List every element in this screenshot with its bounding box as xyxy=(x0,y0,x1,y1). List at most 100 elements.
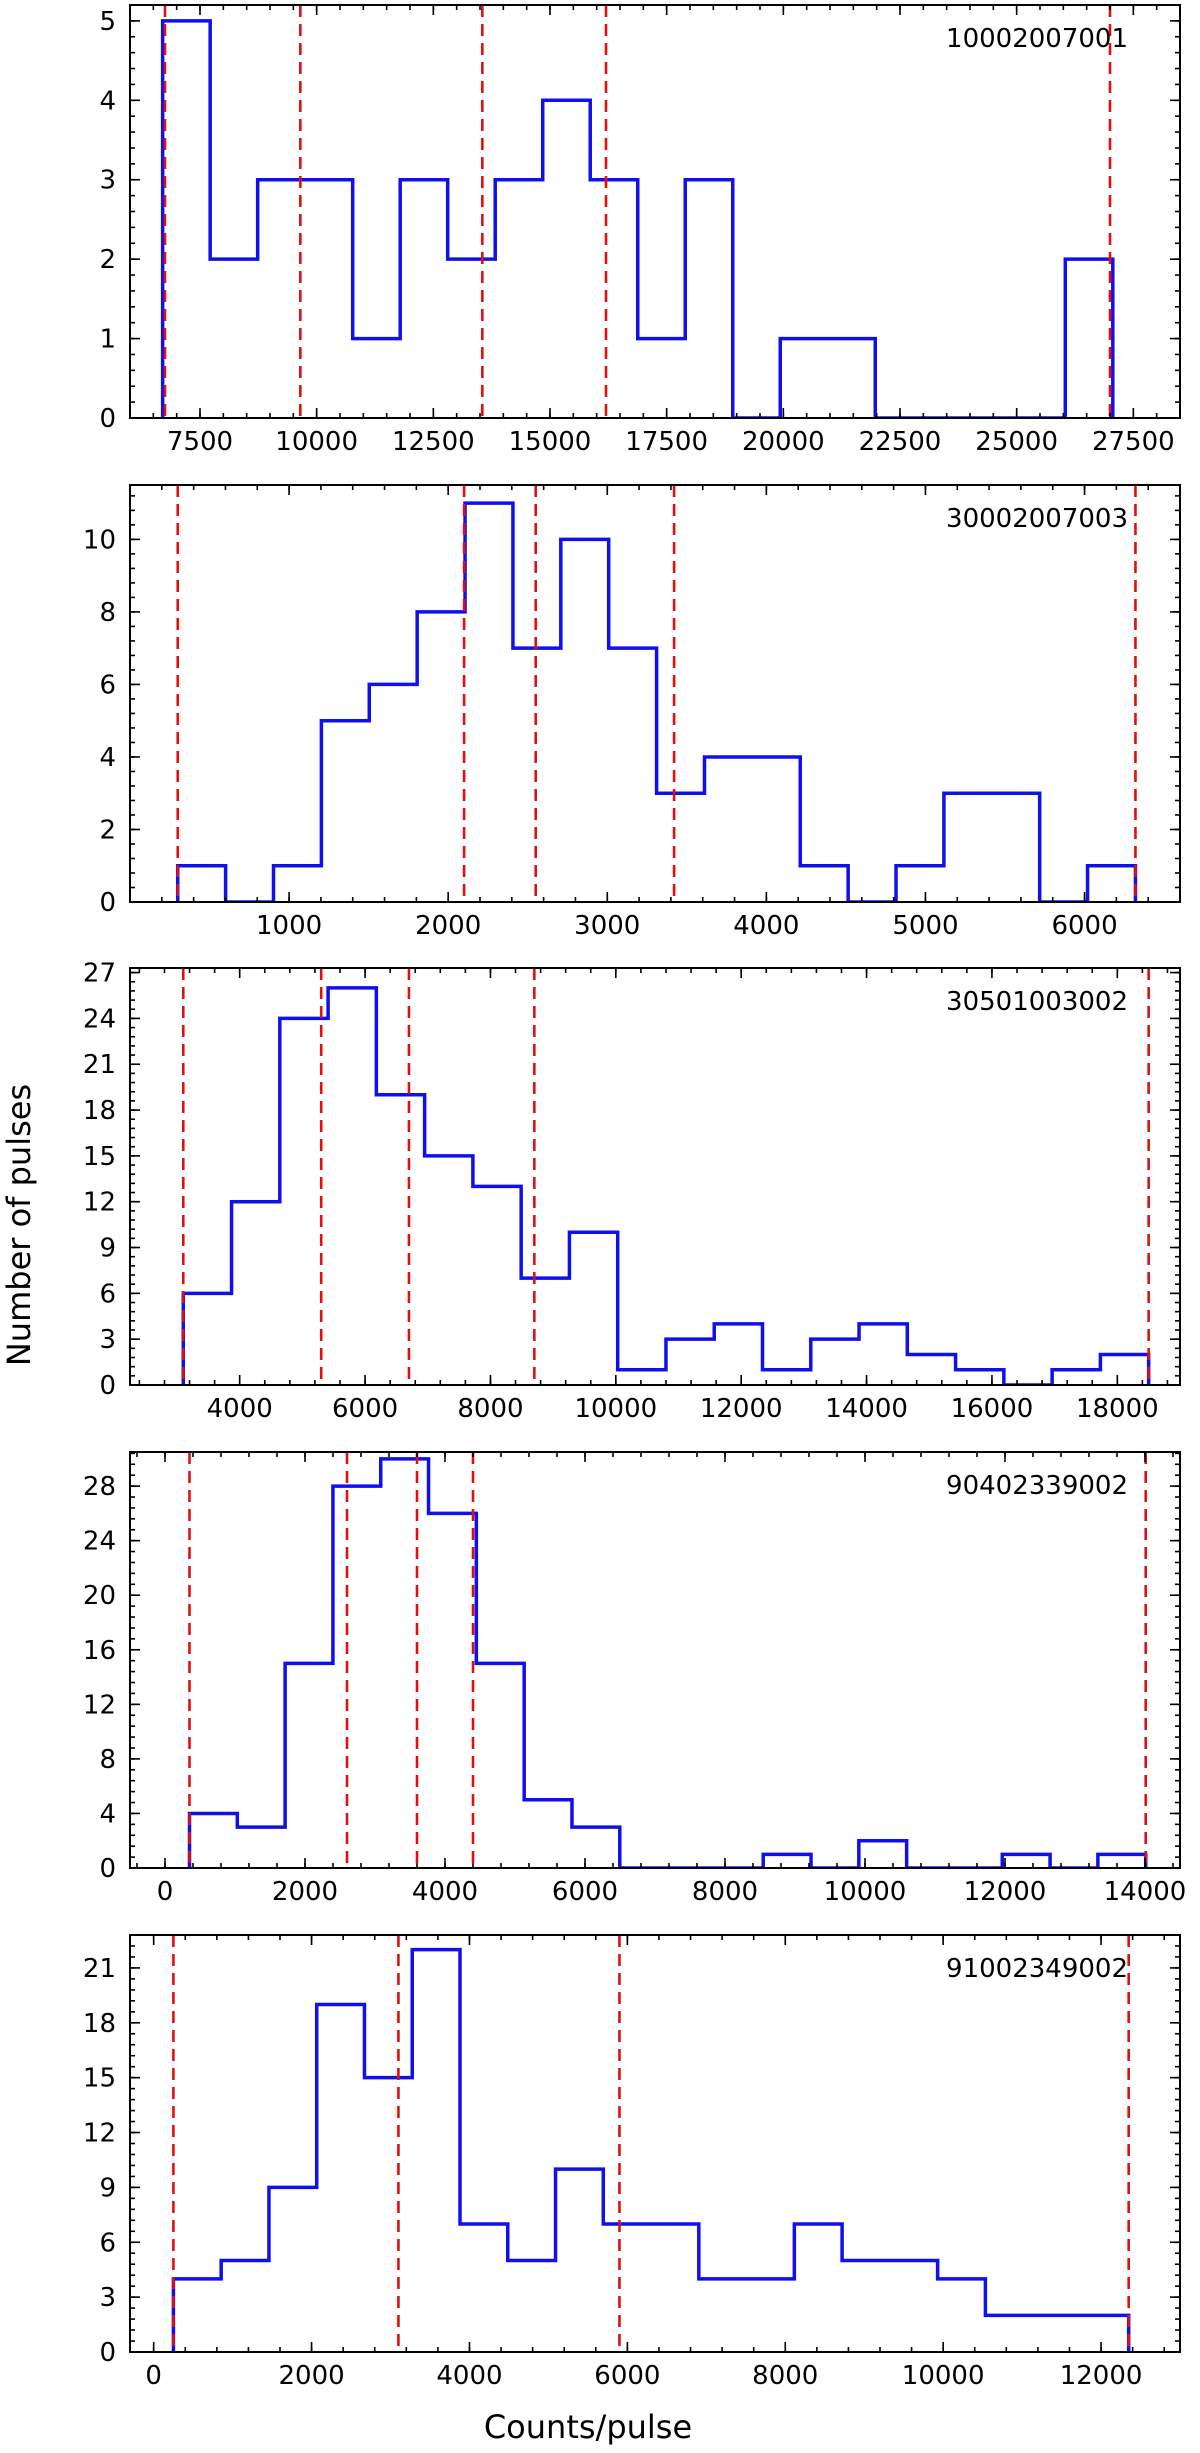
histogram-bin xyxy=(495,180,543,418)
histogram-bin xyxy=(381,1459,429,1868)
x-tick-label: 4000 xyxy=(207,1394,273,1424)
histogram-bin xyxy=(473,1186,521,1385)
y-tick-label: 4 xyxy=(99,86,116,116)
histogram-bin xyxy=(163,21,211,418)
x-tick-label: 20000 xyxy=(742,427,825,457)
panels: 7500 10000 12500 15000 17500 20000 22500 25000 2… xyxy=(83,4,1187,2391)
y-tick-label: 0 xyxy=(99,1854,116,1884)
x-tick-label: 1000 xyxy=(256,911,322,941)
x-tick-label: 10000 xyxy=(275,427,358,457)
histogram-bin xyxy=(800,866,848,902)
histogram-bin xyxy=(752,757,800,902)
x-tick-label: 6000 xyxy=(594,2361,660,2391)
histogram-bin xyxy=(704,757,752,902)
histogram-bin xyxy=(1052,1370,1100,1385)
axes-frame xyxy=(129,484,1181,903)
histogram-bin xyxy=(1100,1354,1148,1385)
y-tick-label: 2 xyxy=(99,815,116,845)
axes-frame xyxy=(129,967,1181,1386)
histogram-bin xyxy=(1065,259,1113,418)
histogram-bin xyxy=(258,180,306,418)
y-tick-label: 10 xyxy=(83,525,116,555)
histogram-bin xyxy=(1081,2315,1129,2352)
x-tick-label: 6000 xyxy=(552,1877,618,1907)
x-tick-label: 12000 xyxy=(700,1394,783,1424)
y-tick-label: 16 xyxy=(83,1636,116,1666)
y-tick-label: 15 xyxy=(83,1142,116,1172)
histogram-bin xyxy=(638,339,686,418)
x-tick-label: 2000 xyxy=(415,911,481,941)
x-tick-label: 0 xyxy=(157,1877,174,1907)
histogram-bin xyxy=(890,2261,938,2352)
panel-30501003002: 4000 6000 8000 10000 12000 14000 16000 18000 0 3 6… xyxy=(83,959,1181,1424)
histogram-bin xyxy=(425,1156,473,1385)
histogram-bin xyxy=(1088,866,1136,902)
panel-91002349002: 0 2000 4000 6000 8000 10000 12000 0 3 6 9 12 15 18 21 9… xyxy=(83,1934,1181,2391)
x-tick-label: 14000 xyxy=(1104,1877,1187,1907)
y-tick-label: 6 xyxy=(99,2228,116,2258)
histogram-bin xyxy=(985,2315,1033,2352)
y-tick-label: 2 xyxy=(99,245,116,275)
y-tick-label: 0 xyxy=(99,1371,116,1401)
histogram-bin xyxy=(460,2224,508,2352)
histogram-bin xyxy=(657,793,705,902)
x-tick-label: 27500 xyxy=(1092,427,1175,457)
x-tick-label: 15000 xyxy=(509,427,592,457)
histogram-bin xyxy=(328,988,376,1385)
panel-90402339002: 0 2000 4000 6000 8000 10000 12000 14000 0 4 8 12 16 2… xyxy=(83,1451,1187,1907)
histogram-bin xyxy=(956,1370,1004,1385)
x-tick-label: 3000 xyxy=(574,911,640,941)
y-tick-label: 4 xyxy=(99,1799,116,1829)
histogram-bin xyxy=(603,2224,651,2352)
histogram-bin xyxy=(285,1663,333,1868)
y-tick-label: 6 xyxy=(99,670,116,700)
y-tick-label: 8 xyxy=(99,1745,116,1775)
histogram-bin xyxy=(609,648,657,902)
y-tick-label: 28 xyxy=(83,1472,116,1502)
histogram-bin xyxy=(317,2005,365,2353)
x-tick-label: 2000 xyxy=(278,2361,344,2391)
y-tick-label: 12 xyxy=(83,2119,116,2149)
histogram-bin xyxy=(763,1370,811,1385)
x-tick-label: 10000 xyxy=(902,2361,985,2391)
x-tick-label: 10000 xyxy=(824,1877,907,1907)
y-tick-label: 4 xyxy=(99,743,116,773)
x-tick-label: 7500 xyxy=(167,427,233,457)
y-tick-label: 20 xyxy=(83,1581,116,1611)
x-tick-label: 12500 xyxy=(392,427,475,457)
histogram-bin xyxy=(556,2169,604,2352)
histogram-bin xyxy=(569,1232,617,1385)
histogram-bin xyxy=(1098,1854,1146,1868)
y-tick-label: 18 xyxy=(83,1096,116,1126)
histogram-bin xyxy=(321,721,369,902)
histogram-bin xyxy=(543,100,591,418)
y-tick-label: 15 xyxy=(83,2064,116,2094)
histogram-bin xyxy=(429,1513,477,1868)
histogram-bin xyxy=(400,180,448,418)
histogram-bin xyxy=(190,1813,238,1868)
y-tick-label: 3 xyxy=(99,1325,116,1355)
observation-id-label: 30501003002 xyxy=(946,987,1128,1017)
x-tick-label: 6000 xyxy=(1051,911,1117,941)
histogram-bin xyxy=(794,2224,842,2352)
x-tick-label: 25000 xyxy=(975,427,1058,457)
x-tick-label: 8000 xyxy=(692,1877,758,1907)
y-tick-label: 21 xyxy=(83,1954,116,1984)
histogram-bin xyxy=(666,1339,714,1385)
histogram-bin xyxy=(747,2279,795,2352)
histogram-bin xyxy=(369,684,417,902)
x-tick-label: 12000 xyxy=(964,1877,1047,1907)
y-tick-label: 24 xyxy=(83,1527,116,1557)
y-tick-label: 18 xyxy=(83,2009,116,2039)
histogram-series xyxy=(160,19,1115,418)
x-tick-label: 22500 xyxy=(859,427,942,457)
observation-id-label: 30002007003 xyxy=(946,504,1128,534)
histogram-bin xyxy=(1002,1854,1050,1868)
histogram-bin xyxy=(685,180,733,418)
y-tick-label: 12 xyxy=(83,1188,116,1218)
histogram-bin xyxy=(811,1339,859,1385)
x-tick-label: 4000 xyxy=(412,1877,478,1907)
histogram-bin xyxy=(417,612,465,902)
x-tick-label: 0 xyxy=(145,2361,162,2391)
histogram-bin xyxy=(992,793,1040,902)
